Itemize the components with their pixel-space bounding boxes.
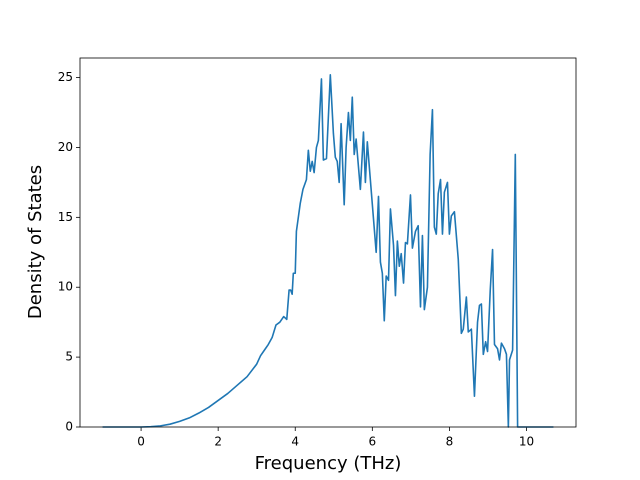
x-tick-label: 8 bbox=[446, 435, 454, 449]
x-tick-label: 10 bbox=[519, 435, 534, 449]
data-line bbox=[102, 73, 554, 428]
y-tick-label: 20 bbox=[58, 140, 73, 154]
y-tick-label: 15 bbox=[58, 210, 73, 224]
x-axis-label: Frequency (THz) bbox=[255, 453, 402, 474]
x-tick-label: 6 bbox=[368, 435, 376, 449]
x-tick-label: 2 bbox=[214, 435, 222, 449]
plot-frame bbox=[79, 57, 577, 428]
y-tick-label: 25 bbox=[58, 70, 73, 84]
y-axis-label: Density of States bbox=[25, 165, 46, 319]
x-tick-label: 0 bbox=[137, 435, 145, 449]
y-tick-label: 0 bbox=[65, 420, 73, 434]
x-tick-label: 4 bbox=[291, 435, 299, 449]
y-tick-label: 5 bbox=[65, 350, 73, 364]
y-tick-label: 10 bbox=[58, 280, 73, 294]
